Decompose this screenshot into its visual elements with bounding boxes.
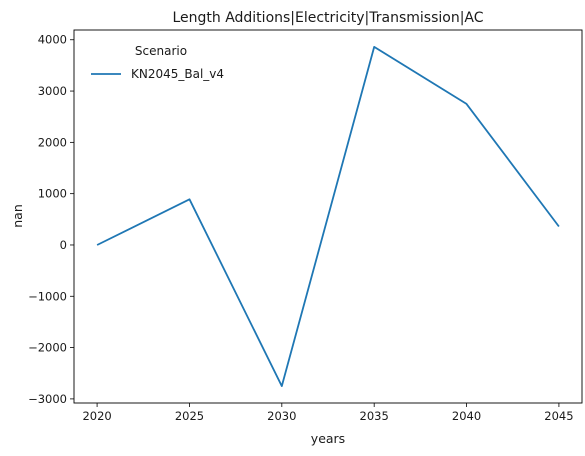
plot-frame [73,29,583,404]
legend-label: KN2045_Bal_v4 [131,67,224,81]
x-tick-label: 2030 [267,409,296,423]
y-axis-title: nan [10,204,25,228]
y-axis: −3000 −2000 −1000 0 1000 2000 3000 4000 [28,33,74,406]
y-tick-label: 3000 [38,84,67,98]
x-tick-label: 2020 [82,409,111,423]
plot-area [73,29,583,404]
x-tick-label: 2040 [452,409,481,423]
y-tick-label: 1000 [38,187,67,201]
series-layer [96,46,560,388]
x-tick-label: 2025 [175,409,204,423]
legend-title: Scenario [135,44,187,58]
y-tick-label: −1000 [28,289,67,303]
x-axis: 2020 2025 2030 2035 2040 2045 [82,403,574,423]
y-tick-label: −2000 [28,341,67,355]
y-tick-label: 2000 [38,135,67,149]
legend: Scenario KN2045_Bal_v4 [91,44,224,81]
x-tick-label: 2045 [544,409,573,423]
y-tick-label: 4000 [38,33,67,47]
x-tick-label: 2035 [360,409,389,423]
series-line [96,46,560,388]
x-axis-title: years [311,431,345,446]
chart-title: Length Additions|Electricity|Transmissio… [172,10,483,26]
y-tick-label: −3000 [28,392,67,406]
y-tick-label: 0 [60,238,67,252]
